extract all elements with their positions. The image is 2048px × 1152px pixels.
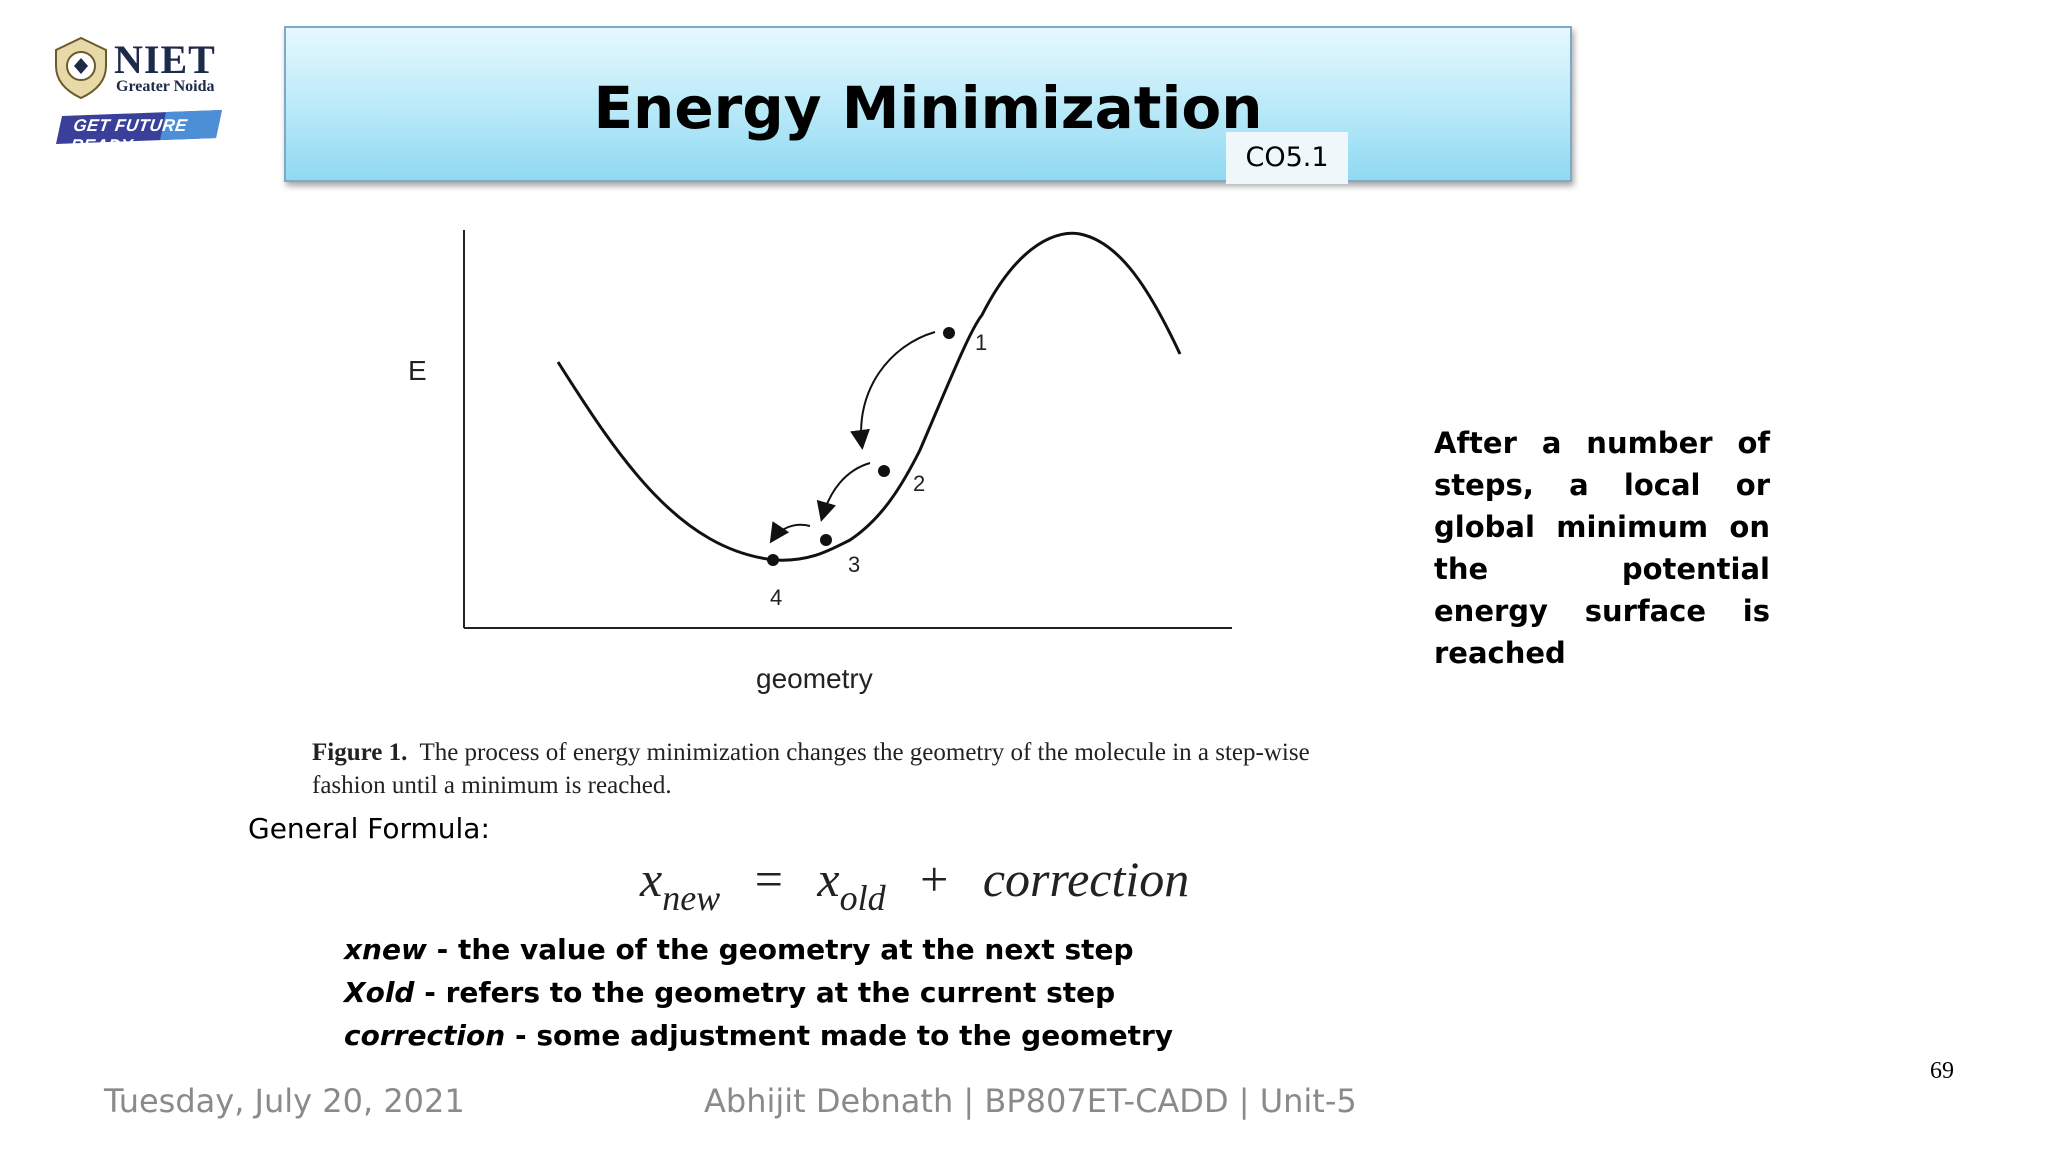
- formula-x-old: x: [817, 851, 840, 907]
- institution-logo: NIET Greater Noida GET FUTURE READY: [52, 34, 252, 164]
- y-axis-label: E: [408, 355, 427, 386]
- point-4: [767, 554, 779, 566]
- definition-term: Xold: [344, 976, 415, 1009]
- formula-x-new: x: [640, 851, 663, 907]
- figure-caption: Figure 1. The process of energy minimiza…: [312, 736, 1332, 802]
- step-arrow-1: [850, 331, 936, 450]
- formula-label: General Formula:: [248, 812, 490, 845]
- side-note: After a number of steps, a local or glob…: [1434, 426, 1770, 670]
- definition-text: - the value of the geometry at the next …: [426, 933, 1134, 966]
- logo-name: NIET: [114, 37, 216, 82]
- course-outcome-label: CO5.1: [1226, 132, 1348, 184]
- x-axis-label: geometry: [756, 663, 873, 694]
- formula-new-subscript: new: [662, 878, 721, 918]
- title-banner: Energy Minimization: [284, 26, 1572, 182]
- point-label-2: 2: [913, 471, 925, 496]
- logo-badge-text: GET FUTURE READY: [69, 116, 189, 155]
- logo-subtitle: Greater Noida: [116, 78, 215, 95]
- formula-correction: correction: [982, 851, 1190, 907]
- definition-term: xnew: [344, 933, 427, 966]
- caption-text: The process of energy minimization chang…: [312, 739, 1310, 799]
- page-number: 69: [1930, 1058, 1954, 1084]
- definition-item: Xold - refers to the geometry at the cur…: [344, 971, 1173, 1014]
- formula-equals: =: [754, 851, 783, 907]
- energy-curve: [556, 231, 1182, 562]
- point-label-4: 4: [770, 585, 782, 610]
- badge-banner-icon: [56, 110, 222, 144]
- definition-term: correction: [344, 1019, 506, 1052]
- emblem-icon: [55, 36, 107, 100]
- point-label-3: 3: [848, 552, 860, 577]
- footer-date: Tuesday, July 20, 2021: [104, 1082, 465, 1120]
- formula-plus: +: [920, 851, 949, 907]
- formula-equation: xnew = xold + correction: [640, 850, 1190, 918]
- footer-author: Abhijit Debnath | BP807ET-CADD | Unit-5: [704, 1082, 1357, 1120]
- point-2: [878, 465, 890, 477]
- energy-curve-figure: 1 2 3 4 E geometry: [408, 230, 1232, 694]
- definitions-list: xnew - the value of the geometry at the …: [344, 928, 1173, 1057]
- definition-item: correction - some adjustment made to the…: [344, 1014, 1173, 1057]
- step-arrow-2: [816, 462, 871, 522]
- definition-text: - refers to the geometry at the current …: [414, 976, 1116, 1009]
- slide-title: Energy Minimization: [593, 74, 1263, 142]
- formula-old-subscript: old: [839, 878, 886, 918]
- point-label-1: 1: [975, 330, 987, 355]
- definition-text: - some adjustment made to the geometry: [505, 1019, 1174, 1052]
- point-1: [943, 327, 955, 339]
- step-arrow-3: [769, 521, 811, 544]
- point-3: [820, 534, 832, 546]
- caption-label: Figure 1.: [312, 739, 408, 766]
- definition-item: xnew - the value of the geometry at the …: [344, 928, 1173, 971]
